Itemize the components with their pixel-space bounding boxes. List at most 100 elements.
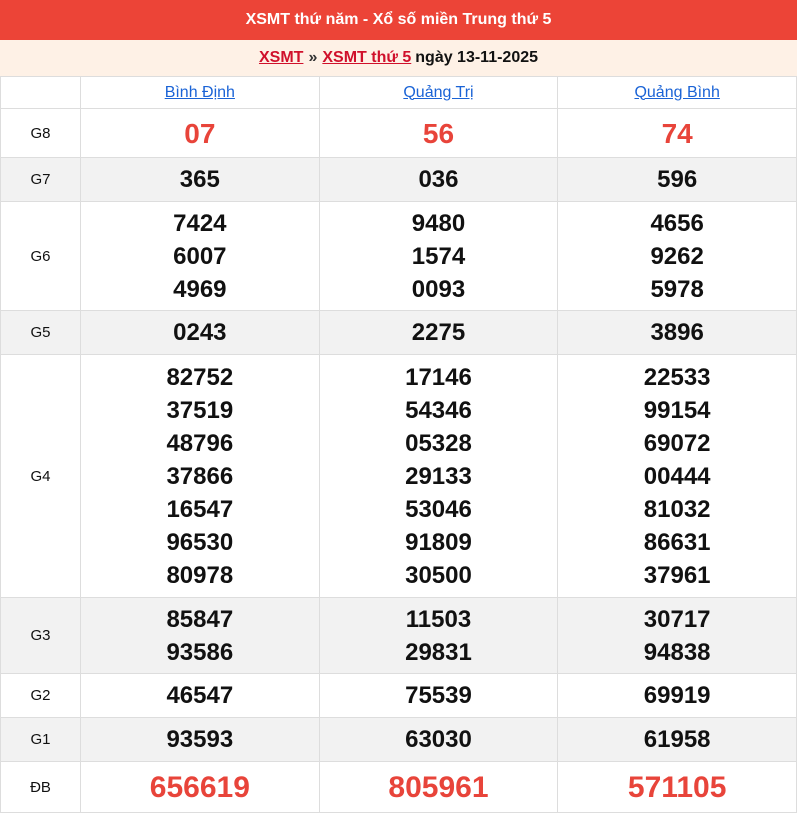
prize-label: G3 xyxy=(0,597,81,674)
prize-label: G6 xyxy=(0,201,81,311)
prize-number: 37519 xyxy=(166,396,234,424)
prize-row: G1 93593 63030 61958 xyxy=(0,717,797,762)
prize-number: 05328 xyxy=(405,429,472,457)
prize-number: 54346 xyxy=(405,396,472,424)
prize-cell: 30717 94838 xyxy=(557,597,797,674)
prize-number: 596 xyxy=(657,166,698,193)
prize-number: 16547 xyxy=(166,495,234,523)
prize-number: 365 xyxy=(179,166,220,193)
province-header: Bình Định xyxy=(80,76,320,109)
prize-cell: 07 xyxy=(80,108,320,158)
prize-cell: 4656 9262 5978 xyxy=(557,201,797,311)
draw-date: ngày 13-11-2025 xyxy=(415,49,539,66)
prize-cell: 7424 6007 4969 xyxy=(80,201,320,311)
prize-label: G2 xyxy=(0,673,81,718)
prize-number: 81032 xyxy=(643,495,711,523)
prize-row: ĐB 656619 805961 571105 xyxy=(0,761,797,813)
province-header: Quảng Trị xyxy=(318,76,559,109)
breadcrumb-xsmt-link[interactable]: XSMT xyxy=(258,49,304,66)
prize-number: 22533 xyxy=(643,363,711,391)
prize-number: 80978 xyxy=(166,561,234,589)
prize-number: 48796 xyxy=(166,429,234,457)
prize-cell: 82752 37519 48796 37866 16547 96530 80978 xyxy=(80,354,320,598)
prize-cell: 93593 xyxy=(80,717,320,762)
prize-row: G2 46547 75539 69919 xyxy=(0,673,797,718)
prize-cell: 11503 29831 xyxy=(318,597,559,674)
prize-number: 46547 xyxy=(166,682,234,709)
prize-number: 805961 xyxy=(388,770,489,804)
prize-number: 85847 xyxy=(166,605,234,633)
prize-cell: 2275 xyxy=(318,310,559,355)
prize-number: 1574 xyxy=(411,242,466,270)
prize-cell: 75539 xyxy=(318,673,559,718)
prize-row: G4 82752 37519 48796 37866 16547 96530 80978 171… xyxy=(0,354,797,598)
prize-number: 93593 xyxy=(166,726,234,753)
prize-number: 17146 xyxy=(405,363,472,391)
province-header: Quảng Bình xyxy=(557,76,797,109)
prize-number: 93586 xyxy=(166,638,234,666)
prize-number: 56 xyxy=(422,117,455,149)
breadcrumb-xsmt-thu5-link[interactable]: XSMT thứ 5 xyxy=(322,49,412,66)
province-link[interactable]: Quảng Trị xyxy=(403,83,474,101)
prize-number: 9480 xyxy=(411,209,466,237)
province-link[interactable]: Quảng Bình xyxy=(634,83,720,101)
prize-number: 571105 xyxy=(627,770,727,804)
prize-cell: 61958 xyxy=(557,717,797,762)
prize-cell: 46547 xyxy=(80,673,320,718)
prize-number: 82752 xyxy=(166,363,234,391)
prize-number: 7424 xyxy=(173,209,227,237)
prize-number: 2275 xyxy=(411,319,466,346)
prize-number: 9262 xyxy=(650,242,704,270)
prize-number: 37961 xyxy=(643,561,711,589)
prize-number: 86631 xyxy=(643,528,711,556)
prize-number: 036 xyxy=(418,166,459,193)
prize-number: 74 xyxy=(661,117,693,149)
prize-cell: 365 xyxy=(80,157,320,202)
prize-row: G6 7424 6007 4969 9480 1574 0093 4656 9262 5978 xyxy=(0,201,797,311)
prize-cell: 036 xyxy=(318,157,559,202)
prize-label: G7 xyxy=(0,157,81,202)
prize-label: G4 xyxy=(0,354,81,598)
prize-cell: 69919 xyxy=(557,673,797,718)
prize-number: 69919 xyxy=(643,682,711,709)
prize-cell: 17146 54346 05328 29133 53046 91809 30500 xyxy=(318,354,559,598)
prize-cell: 596 xyxy=(557,157,797,202)
prize-number: 3896 xyxy=(650,319,704,346)
breadcrumb-separator: » xyxy=(308,49,318,66)
prize-row: G8 07 56 74 xyxy=(0,108,797,158)
prize-cell: 3896 xyxy=(557,310,797,355)
prize-number: 61958 xyxy=(643,726,711,753)
prize-number: 0093 xyxy=(411,275,466,303)
prize-number: 656619 xyxy=(149,770,250,804)
province-link[interactable]: Bình Định xyxy=(164,83,235,101)
prize-cell: 656619 xyxy=(80,761,320,813)
prize-number: 99154 xyxy=(643,396,711,424)
prize-cell: 571105 xyxy=(557,761,797,813)
prize-number: 94838 xyxy=(643,638,711,666)
breadcrumb: XSMT » XSMT thứ 5 ngày 13-11-2025 xyxy=(0,40,797,76)
prize-row: G5 0243 2275 3896 xyxy=(0,310,797,355)
prize-row: G3 85847 93586 11503 29831 30717 94838 xyxy=(0,597,797,674)
prize-number: 37866 xyxy=(166,462,234,490)
prize-number: 63030 xyxy=(405,726,472,753)
prize-number: 69072 xyxy=(643,429,711,457)
prize-number: 00444 xyxy=(643,462,711,490)
prize-label: G8 xyxy=(0,108,81,158)
prize-cell: 805961 xyxy=(318,761,559,813)
prize-number: 4969 xyxy=(173,275,227,303)
prize-number: 07 xyxy=(184,117,216,149)
prize-label: G1 xyxy=(0,717,81,762)
prize-row: G7 365 036 596 xyxy=(0,157,797,202)
prize-number: 5978 xyxy=(650,275,704,303)
results-table: Bình Định Quảng Trị Quảng Bình G8 07 56 74 G… xyxy=(0,76,797,813)
prize-cell: 9480 1574 0093 xyxy=(318,201,559,311)
prize-number: 29831 xyxy=(405,638,472,666)
prize-cell: 85847 93586 xyxy=(80,597,320,674)
page-title: XSMT thứ năm - Xổ số miền Trung thứ 5 xyxy=(0,0,797,40)
prize-number: 30500 xyxy=(405,561,472,589)
prize-number: 29133 xyxy=(405,462,472,490)
prize-number: 75539 xyxy=(405,682,472,709)
prize-number: 91809 xyxy=(405,528,472,556)
prize-cell: 0243 xyxy=(80,310,320,355)
prize-number: 11503 xyxy=(405,605,472,633)
